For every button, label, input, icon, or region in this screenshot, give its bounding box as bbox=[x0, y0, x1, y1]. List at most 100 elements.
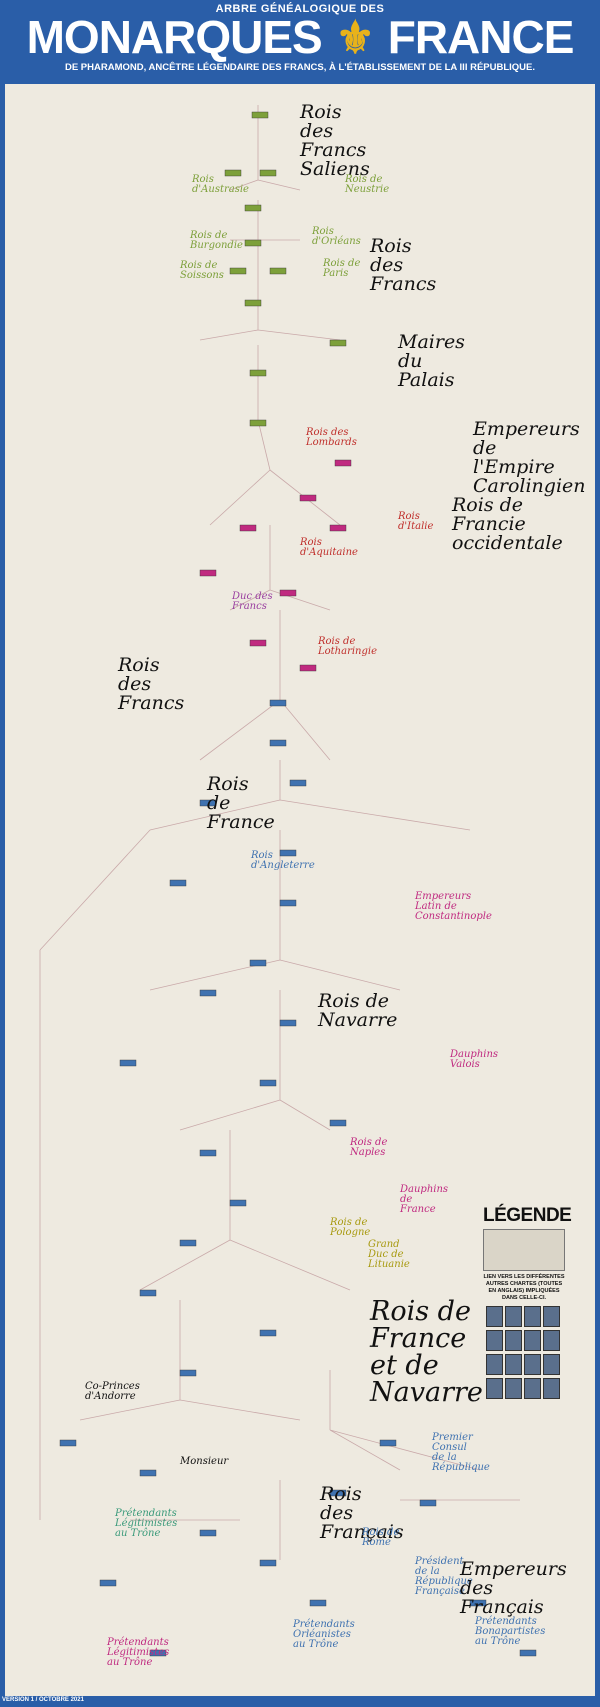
section-pretendants-legitimistes-2: Prétendants Légitimistes au Trône bbox=[107, 1637, 170, 1668]
monarch-node bbox=[149, 1649, 167, 1657]
section-duc-francs: Duc des Francs bbox=[232, 591, 273, 612]
section-pretendants-bonapartistes: Prétendants Bonapartistes au Trône bbox=[475, 1616, 546, 1647]
chart-thumbnail[interactable] bbox=[543, 1305, 560, 1327]
monarch-node bbox=[334, 459, 352, 467]
chart-thumbnail[interactable] bbox=[505, 1353, 522, 1375]
section-empereurs-carolingien: Empereurs de l'Empire Carolingien bbox=[473, 418, 586, 497]
section-premier-consul: Premier Consul de la République bbox=[432, 1432, 490, 1473]
monarch-node bbox=[224, 169, 242, 177]
monarch-node bbox=[139, 1469, 157, 1477]
monarch-node bbox=[279, 1019, 297, 1027]
section-empereurs-latin: Empereurs Latin de Constantinople bbox=[415, 891, 492, 922]
section-monsieur: Monsieur bbox=[180, 1456, 229, 1467]
monarch-node bbox=[299, 664, 317, 672]
chart-thumbnail[interactable] bbox=[524, 1377, 541, 1399]
chart-thumbnail[interactable] bbox=[543, 1353, 560, 1375]
monarch-node bbox=[179, 1239, 197, 1247]
monarch-node bbox=[244, 204, 262, 212]
section-rois-francs-saliens: Rois des Francs Saliens bbox=[300, 101, 370, 180]
section-rois-aquitaine: Rois d'Aquitaine bbox=[300, 537, 358, 558]
section-rois-orleans: Rois d'Orléans bbox=[312, 226, 361, 247]
section-rois-france-navarre: Rois de France et de Navarre bbox=[370, 1296, 483, 1408]
monarch-node bbox=[249, 959, 267, 967]
chart-thumbnail[interactable] bbox=[543, 1329, 560, 1351]
monarch-node bbox=[249, 369, 267, 377]
monarch-node bbox=[251, 111, 269, 119]
section-rois-neustrie: Rois de Neustrie bbox=[345, 174, 390, 195]
monarch-node bbox=[199, 799, 217, 807]
monarch-node bbox=[289, 779, 307, 787]
section-rois-lombards: Rois des Lombards bbox=[306, 427, 357, 448]
section-rois-france: Rois de France bbox=[207, 773, 275, 833]
monarch-node bbox=[244, 239, 262, 247]
monarch-node bbox=[259, 1559, 277, 1567]
chart-thumbnail[interactable] bbox=[505, 1377, 522, 1399]
section-president-republique: Président de la République Française bbox=[415, 1556, 473, 1597]
legend-title: LÉGENDE bbox=[483, 1205, 572, 1226]
monarch-node bbox=[199, 1149, 217, 1157]
monarch-node bbox=[329, 1119, 347, 1127]
chart-thumbnail[interactable] bbox=[505, 1305, 522, 1327]
monarch-node bbox=[229, 1199, 247, 1207]
monarch-node bbox=[244, 299, 262, 307]
section-rois-des-francais: Rois des Français bbox=[320, 1483, 404, 1543]
section-dauphins-france: Dauphins de France bbox=[400, 1184, 449, 1215]
poster-title: MONARQUES ⚜ FRANCE bbox=[0, 14, 600, 62]
poster-sup-title: ARBRE GÉNÉALOGIQUE DES bbox=[215, 3, 385, 15]
chart-thumbnail[interactable] bbox=[524, 1305, 541, 1327]
section-rois-pologne: Rois de Pologne bbox=[330, 1217, 371, 1238]
section-rois-rome: Rois de Rome bbox=[362, 1527, 400, 1548]
monarch-node bbox=[329, 524, 347, 532]
section-rois-italie: Rois d'Italie bbox=[398, 511, 434, 532]
section-dauphins-valois: Dauphins Valois bbox=[450, 1049, 499, 1070]
monarch-nodes bbox=[59, 111, 537, 1657]
chart-thumbnail[interactable] bbox=[486, 1329, 503, 1351]
monarch-node bbox=[99, 1579, 117, 1587]
monarch-node bbox=[469, 1599, 487, 1607]
section-rois-angleterre: Rois d'Angleterre bbox=[251, 850, 315, 871]
monarch-node bbox=[279, 589, 297, 597]
section-rois-navarre: Rois de Navarre bbox=[318, 990, 398, 1031]
chart-thumbnail[interactable] bbox=[524, 1353, 541, 1375]
monarch-node bbox=[169, 879, 187, 887]
section-empereurs-francais: Empereurs des Français bbox=[460, 1558, 567, 1618]
monarch-node bbox=[199, 989, 217, 997]
section-maires-palais: Maires du Palais bbox=[398, 331, 465, 391]
chart-thumbnail[interactable] bbox=[486, 1377, 503, 1399]
section-rois-des-francs-2: Rois des Francs bbox=[118, 654, 185, 714]
monarch-node bbox=[179, 1369, 197, 1377]
section-rois-lotharingie: Rois de Lotharingie bbox=[318, 636, 378, 657]
monarch-node bbox=[419, 1499, 437, 1507]
monarch-node bbox=[279, 849, 297, 857]
monarch-node bbox=[269, 739, 287, 747]
section-pretendants-orleanistes: Prétendants Orléanistes au Trône bbox=[293, 1619, 355, 1650]
chart-thumbnail[interactable] bbox=[486, 1353, 503, 1375]
monarch-node bbox=[199, 569, 217, 577]
monarch-node bbox=[269, 267, 287, 275]
section-pretendants-legitimistes-1: Prétendants Légitimistes au Trône bbox=[115, 1508, 178, 1539]
section-rois-paris: Rois de Paris bbox=[323, 258, 361, 279]
monarch-node bbox=[199, 1529, 217, 1537]
monarch-node bbox=[269, 699, 287, 707]
section-grand-duc-lituanie: Grand Duc de Lituanie bbox=[368, 1239, 410, 1270]
legend-diagram bbox=[483, 1229, 565, 1271]
monarch-node bbox=[259, 169, 277, 177]
monarch-node bbox=[299, 494, 317, 502]
section-rois-austrasie: Rois d'Austrasie bbox=[192, 174, 249, 195]
fleur-de-lis-icon: ⚜ bbox=[335, 14, 375, 63]
chart-thumbnails bbox=[486, 1305, 565, 1399]
legend-links-text: LIEN VERS LES DIFFÉRENTES AUTRES CHARTES… bbox=[483, 1274, 565, 1301]
monarch-node bbox=[229, 267, 247, 275]
monarch-node bbox=[309, 1599, 327, 1607]
section-rois-francie: Rois de Francie occidentale bbox=[452, 494, 563, 554]
title-right: FRANCE bbox=[387, 11, 575, 63]
chart-thumbnail[interactable] bbox=[543, 1377, 560, 1399]
chart-thumbnail[interactable] bbox=[505, 1329, 522, 1351]
section-rois-soissons: Rois de Soissons bbox=[180, 260, 224, 281]
monarch-node bbox=[379, 1439, 397, 1447]
section-rois-des-francs-1: Rois des Francs bbox=[370, 235, 437, 295]
chart-thumbnail[interactable] bbox=[524, 1329, 541, 1351]
parchment-background bbox=[5, 84, 595, 1696]
chart-thumbnail[interactable] bbox=[486, 1305, 503, 1327]
